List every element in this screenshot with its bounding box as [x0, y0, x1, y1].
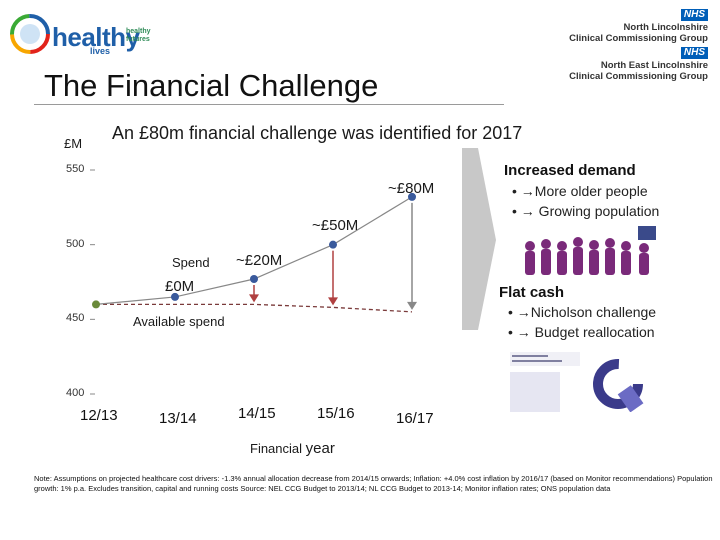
- logo-swirl-icon: [10, 14, 50, 54]
- nhs-org-line: Clinical Commissioning Group: [569, 33, 708, 44]
- available-spend-line: [96, 303, 413, 313]
- x-tick-label: 12/13: [80, 407, 118, 424]
- logo-sub: lives: [90, 46, 111, 56]
- logo-tagline: healthy futures: [126, 28, 151, 43]
- spend-point: [92, 300, 100, 309]
- y-axis-unit: £M: [64, 136, 83, 151]
- nhs-badge: NHS: [680, 9, 708, 21]
- y-tick-label: 500: [66, 237, 85, 250]
- nhs-badge: NHS: [680, 47, 708, 59]
- healthy-lives-logo: healthy healthy futures lives: [8, 8, 158, 60]
- chart-subtitle: An £80m financial challenge was identifi…: [112, 123, 523, 143]
- demand-block: Increased demand: [504, 162, 636, 179]
- annotation-0m: £0M: [165, 278, 195, 295]
- x-axis-label: Financial year: [250, 440, 335, 457]
- spend-point: [250, 275, 258, 284]
- page-title: The Financial Challenge: [44, 68, 379, 103]
- y-axis: [90, 169, 95, 395]
- x-tick-label: 13/14: [159, 410, 197, 427]
- people-illustration: [525, 226, 656, 275]
- demand-item: • → Growing population: [512, 203, 660, 219]
- annotation-available-spend: Available spend: [133, 314, 225, 329]
- nhs-north-east-lincolnshire: NHS North East Lincolnshire Clinical Com…: [569, 42, 708, 82]
- nhs-north-lincolnshire: NHS North Lincolnshire Clinical Commissi…: [569, 4, 708, 44]
- y-tick-label: 450: [66, 312, 85, 325]
- nhs-org-line: North Lincolnshire: [623, 22, 708, 33]
- y-tick-label: 550: [66, 163, 85, 175]
- x-tick-label: 16/17: [396, 410, 434, 427]
- nhs-org-line: North East Lincolnshire: [600, 60, 708, 71]
- x-tick-label: 15/16: [317, 405, 355, 422]
- demand-title: Increased demand: [504, 162, 636, 179]
- spend-point: [171, 292, 179, 301]
- nhs-org-line: Clinical Commissioning Group: [569, 71, 708, 82]
- annotation-50m: ~£50M: [312, 217, 359, 234]
- spend-point: [329, 240, 337, 249]
- annotation-spend: Spend: [172, 255, 210, 270]
- spend-point: [408, 192, 416, 201]
- logo-wordmark: healthy: [52, 22, 140, 52]
- report-cover-illustration: [510, 352, 644, 412]
- annotation-20m: ~£20M: [236, 252, 283, 269]
- gap-arrow-head: [328, 297, 338, 306]
- cash-item: • →Nicholson challenge: [508, 304, 657, 320]
- title-divider: [34, 104, 504, 105]
- x-tick-label: 14/15: [238, 405, 276, 422]
- footnote: Note: Assumptions on projected healthcar…: [34, 474, 713, 493]
- demand-item: • →More older people: [512, 183, 648, 199]
- annotation-80m: ~£80M: [388, 180, 435, 197]
- gap-arrow-head: [407, 301, 417, 310]
- chart-series: [92, 192, 417, 313]
- chevron-arrow-icon: [462, 148, 496, 330]
- cash-title: Flat cash: [499, 284, 565, 301]
- cash-item: • → Budget reallocation: [508, 324, 655, 340]
- y-tick-label: 400: [66, 387, 85, 399]
- gap-arrow-head: [249, 294, 259, 303]
